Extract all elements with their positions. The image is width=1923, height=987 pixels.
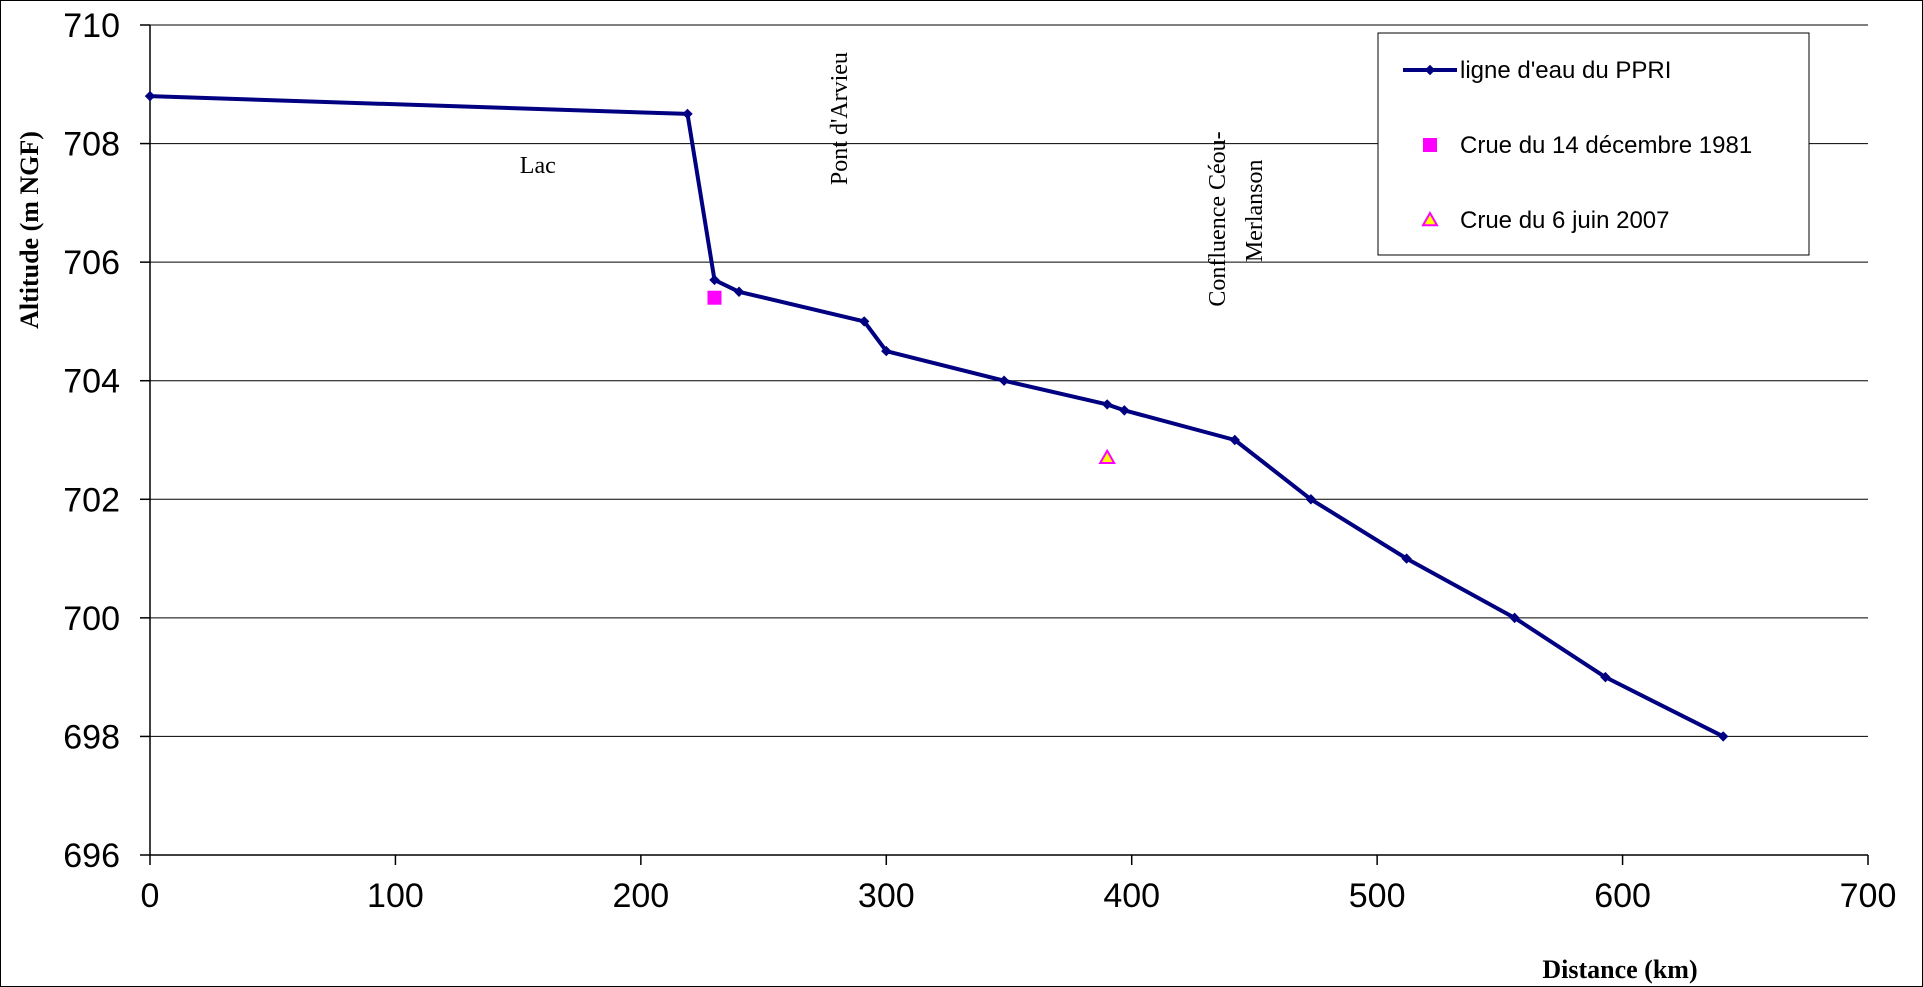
legend-swatch-marker [1421, 210, 1439, 227]
x-tick-label: 100 [367, 877, 424, 915]
x-tick-label: 200 [612, 877, 669, 915]
legend-label: ligne d'eau du PPRI [1460, 57, 1671, 84]
axes [149, 25, 1868, 856]
annotation-confluence-2: Merlanson [1242, 159, 1268, 262]
x-tick-label: 700 [1840, 877, 1897, 915]
data-point [709, 274, 720, 286]
data-point [1101, 399, 1113, 410]
y-tick-label: 702 [63, 481, 120, 519]
y-tick-label: 710 [63, 7, 120, 45]
series-1 [144, 90, 1729, 742]
data-point [1509, 612, 1520, 624]
data-point [1119, 405, 1130, 416]
legend-entry-3: Crue du 6 juin 2007 [1421, 207, 1669, 234]
x-tick-label: 0 [141, 877, 160, 915]
legend-swatch-marker [1424, 64, 1436, 76]
y-tick-label: 706 [63, 244, 120, 282]
annotation-confluence-1: Confluence Céou- [1205, 131, 1231, 306]
legend-entry-1: ligne d'eau du PPRI [1403, 57, 1671, 84]
data-point [707, 290, 722, 305]
x-tick-label: 500 [1349, 877, 1406, 915]
data-point [144, 90, 156, 102]
data-point [1401, 553, 1412, 564]
y-tick-label: 696 [63, 837, 120, 875]
x-axis-title: Distance (km) [1542, 955, 1697, 984]
data-point [858, 316, 870, 327]
y-axis-ticks: 696 698 700 702 704 706 708 710 [63, 7, 150, 875]
series-layer [144, 90, 1729, 742]
annotation-lac: Lac [520, 153, 556, 179]
data-point [733, 286, 745, 297]
data-point [1229, 434, 1241, 446]
data-point [682, 108, 693, 120]
gridlines [150, 24, 1868, 737]
legend-swatch-marker [1423, 138, 1437, 152]
y-axis-title: Altitude (m NGF) [15, 131, 44, 329]
legend-entries: ligne d'eau du PPRI Crue du 14 décembre 1… [1403, 57, 1752, 234]
data-point [1098, 448, 1116, 465]
legend-label: Crue du 6 juin 2007 [1460, 207, 1669, 234]
y-tick-label: 704 [63, 363, 120, 401]
x-tick-label: 600 [1594, 877, 1651, 915]
series-2 [707, 290, 722, 305]
data-point [881, 345, 892, 357]
data-point [998, 375, 1010, 386]
legend: ligne d'eau du PPRI Crue du 14 décembre 1… [1377, 32, 1810, 256]
data-point [1600, 671, 1611, 683]
y-tick-label: 698 [63, 718, 120, 756]
series-3 [1098, 448, 1116, 465]
legend-label: Crue du 14 décembre 1981 [1460, 132, 1752, 159]
data-point [1305, 494, 1317, 505]
annotation-pont-darvieu: Pont d'Arvieu [827, 52, 853, 185]
y-tick-label: 708 [63, 126, 120, 164]
y-tick-label: 700 [63, 600, 120, 638]
data-point [1717, 731, 1729, 742]
annotations: Lac Pont d'Arvieu Confluence Céou- Merlanso… [520, 52, 1268, 307]
x-tick-label: 400 [1103, 877, 1160, 915]
x-axis-ticks: 0 100 200 300 400 500 600 700 [141, 855, 1897, 915]
legend-entry-2: Crue du 14 décembre 1981 [1423, 132, 1752, 159]
x-tick-label: 300 [858, 877, 915, 915]
